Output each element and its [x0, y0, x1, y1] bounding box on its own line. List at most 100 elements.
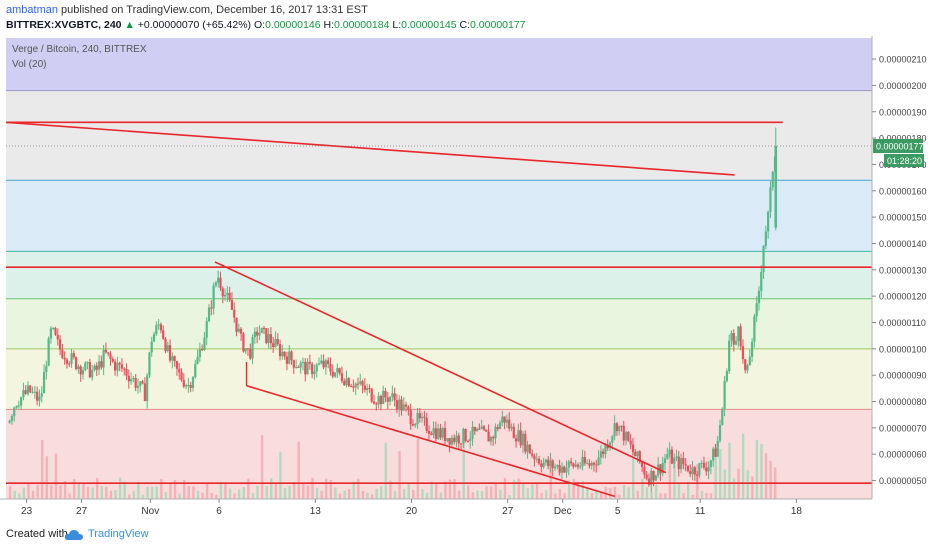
- candle-body: [79, 366, 82, 375]
- candle-body: [638, 451, 641, 463]
- candle-body: [476, 428, 479, 432]
- candle-body: [111, 358, 114, 362]
- volume-bar: [517, 478, 520, 499]
- price-tick-label: 0.00000060: [879, 450, 927, 460]
- trend-line: [5, 121, 735, 176]
- candle-body: [386, 397, 389, 402]
- volume-bar: [650, 491, 653, 499]
- candle-body: [139, 381, 142, 386]
- candle-body: [317, 363, 321, 365]
- candle-body: [430, 433, 433, 435]
- candle-body: [505, 419, 509, 423]
- ohlc-line: BITTREX:XVGBTC, 240 ▲ +0.00000070 (+65.4…: [6, 19, 526, 31]
- candle-body: [201, 349, 204, 351]
- volume-bar: [407, 483, 410, 499]
- low-label: L:: [392, 19, 402, 31]
- volume-bar: [155, 486, 158, 499]
- volume-bar: [719, 449, 722, 499]
- candle-body: [531, 453, 534, 456]
- volume-bar: [682, 493, 685, 499]
- candle-body: [173, 356, 176, 362]
- candle-body: [418, 413, 421, 419]
- candle-body: [709, 460, 712, 467]
- candle-body: [283, 351, 286, 357]
- candle-body: [13, 407, 16, 417]
- volume-bar: [100, 486, 103, 499]
- candle-body: [226, 292, 229, 295]
- candle-body: [441, 428, 444, 438]
- volume-bar: [416, 438, 420, 499]
- candle-body: [313, 371, 316, 375]
- price-tick-label: 0.00000110: [879, 318, 926, 328]
- candle-body: [414, 423, 417, 426]
- volume-bar: [714, 447, 717, 499]
- candle-body: [755, 303, 758, 317]
- candle-body: [411, 424, 415, 426]
- publish-line: ambatman published on TradingView.com, D…: [6, 4, 368, 16]
- candle-body: [730, 333, 733, 341]
- candle-body: [58, 339, 62, 350]
- volume-bar: [54, 453, 58, 499]
- candle-body: [26, 385, 30, 394]
- time-tick-label: 20: [406, 506, 418, 516]
- volume-bar: [508, 494, 511, 499]
- volume-bar: [723, 469, 727, 499]
- candle-body: [251, 337, 254, 359]
- candle-body: [608, 442, 612, 449]
- volume-bar: [471, 492, 475, 499]
- candle-body: [464, 428, 467, 441]
- volume-bar: [86, 486, 90, 499]
- author-link[interactable]: ambatman: [6, 4, 58, 16]
- time-tick-label: Nov: [141, 506, 159, 516]
- volume-bar: [178, 493, 181, 499]
- candle-body: [595, 464, 598, 466]
- candle-body: [764, 231, 767, 246]
- tradingview-brand[interactable]: TradingView: [88, 528, 149, 540]
- candle-body: [269, 334, 272, 344]
- candle-body: [299, 362, 302, 368]
- price-tick-label: 0.00000120: [879, 292, 927, 302]
- volume-bar: [453, 479, 456, 499]
- candle-body: [258, 332, 261, 336]
- candle-body: [171, 356, 174, 361]
- volume-bar: [586, 487, 589, 499]
- time-tick-label: 6: [216, 506, 222, 516]
- candle-body: [157, 324, 160, 326]
- candle-body: [278, 344, 282, 357]
- candle-body: [549, 460, 552, 467]
- candle-body: [40, 393, 43, 397]
- volume-bar: [755, 440, 759, 499]
- candle-body: [469, 438, 472, 442]
- candle-body: [24, 390, 27, 394]
- volume-bar: [402, 489, 406, 499]
- price-tick-label: 0.00000150: [879, 213, 927, 223]
- candle-body: [285, 356, 289, 364]
- candle-body: [244, 348, 247, 352]
- price-chart[interactable]: 0.00000210 0.00000200 0.00000190 0.00000180…: [0, 36, 932, 516]
- candle-body: [450, 437, 454, 445]
- price-axis: [872, 36, 932, 516]
- candle-body: [84, 362, 87, 371]
- candle-body: [159, 324, 163, 331]
- volume-bar: [764, 453, 768, 499]
- volume-bar: [160, 478, 163, 499]
- candle-body: [343, 381, 346, 385]
- volume-bar: [256, 486, 259, 499]
- candle-body: [586, 463, 589, 465]
- candle-body: [324, 360, 327, 368]
- candle-body: [576, 464, 580, 467]
- volume-bar: [641, 478, 644, 499]
- price-tick-label: 0.00000160: [879, 186, 927, 196]
- candle-body: [191, 377, 195, 388]
- candle-body: [61, 349, 64, 358]
- volume-bar: [22, 487, 26, 499]
- candle-body: [647, 478, 651, 485]
- candle-body: [645, 474, 648, 479]
- chart-legend-title: Verge / Bitcoin, 240, BITTREX: [12, 44, 147, 55]
- volume-bar: [187, 486, 191, 499]
- time-tick-label: Dec: [554, 506, 572, 516]
- chart-header: ambatman published on TradingView.com, D…: [0, 0, 932, 36]
- candle-body: [125, 368, 128, 376]
- time-tick-label: 27: [502, 506, 514, 516]
- candle-body: [604, 444, 607, 455]
